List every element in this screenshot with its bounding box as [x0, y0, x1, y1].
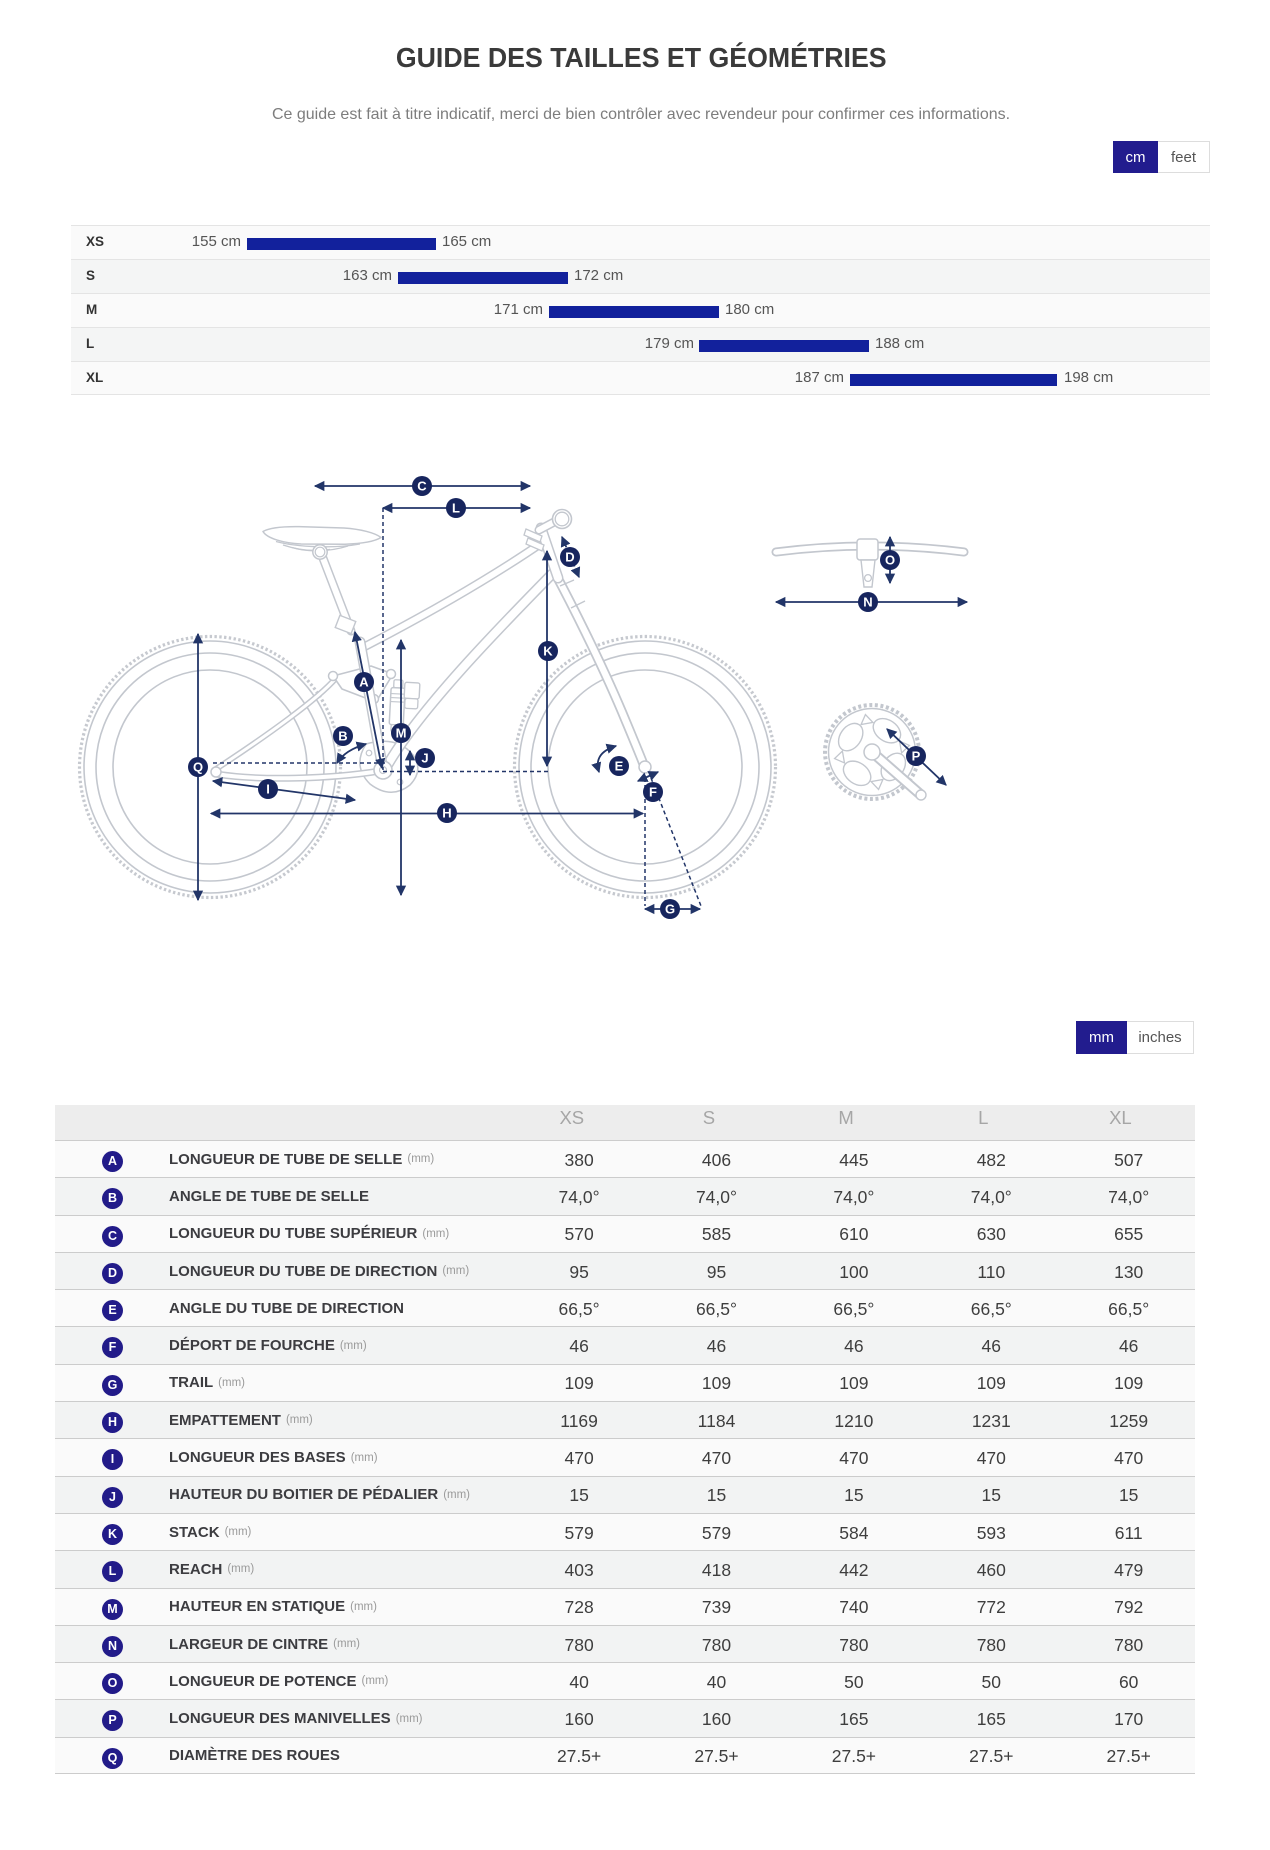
svg-text:E: E	[615, 759, 624, 774]
svg-text:I: I	[266, 782, 270, 797]
svg-text:M: M	[396, 726, 407, 741]
svg-text:D: D	[565, 550, 574, 565]
svg-text:O: O	[885, 553, 895, 568]
svg-text:C: C	[417, 479, 427, 494]
svg-text:H: H	[442, 806, 451, 821]
svg-text:P: P	[912, 749, 921, 764]
svg-text:L: L	[452, 501, 460, 516]
svg-text:K: K	[543, 644, 553, 659]
svg-text:Q: Q	[193, 760, 203, 775]
svg-text:N: N	[863, 595, 872, 610]
svg-text:A: A	[359, 675, 369, 690]
svg-text:F: F	[649, 785, 657, 800]
svg-text:G: G	[665, 902, 675, 917]
svg-text:J: J	[421, 751, 428, 766]
svg-text:B: B	[338, 729, 347, 744]
